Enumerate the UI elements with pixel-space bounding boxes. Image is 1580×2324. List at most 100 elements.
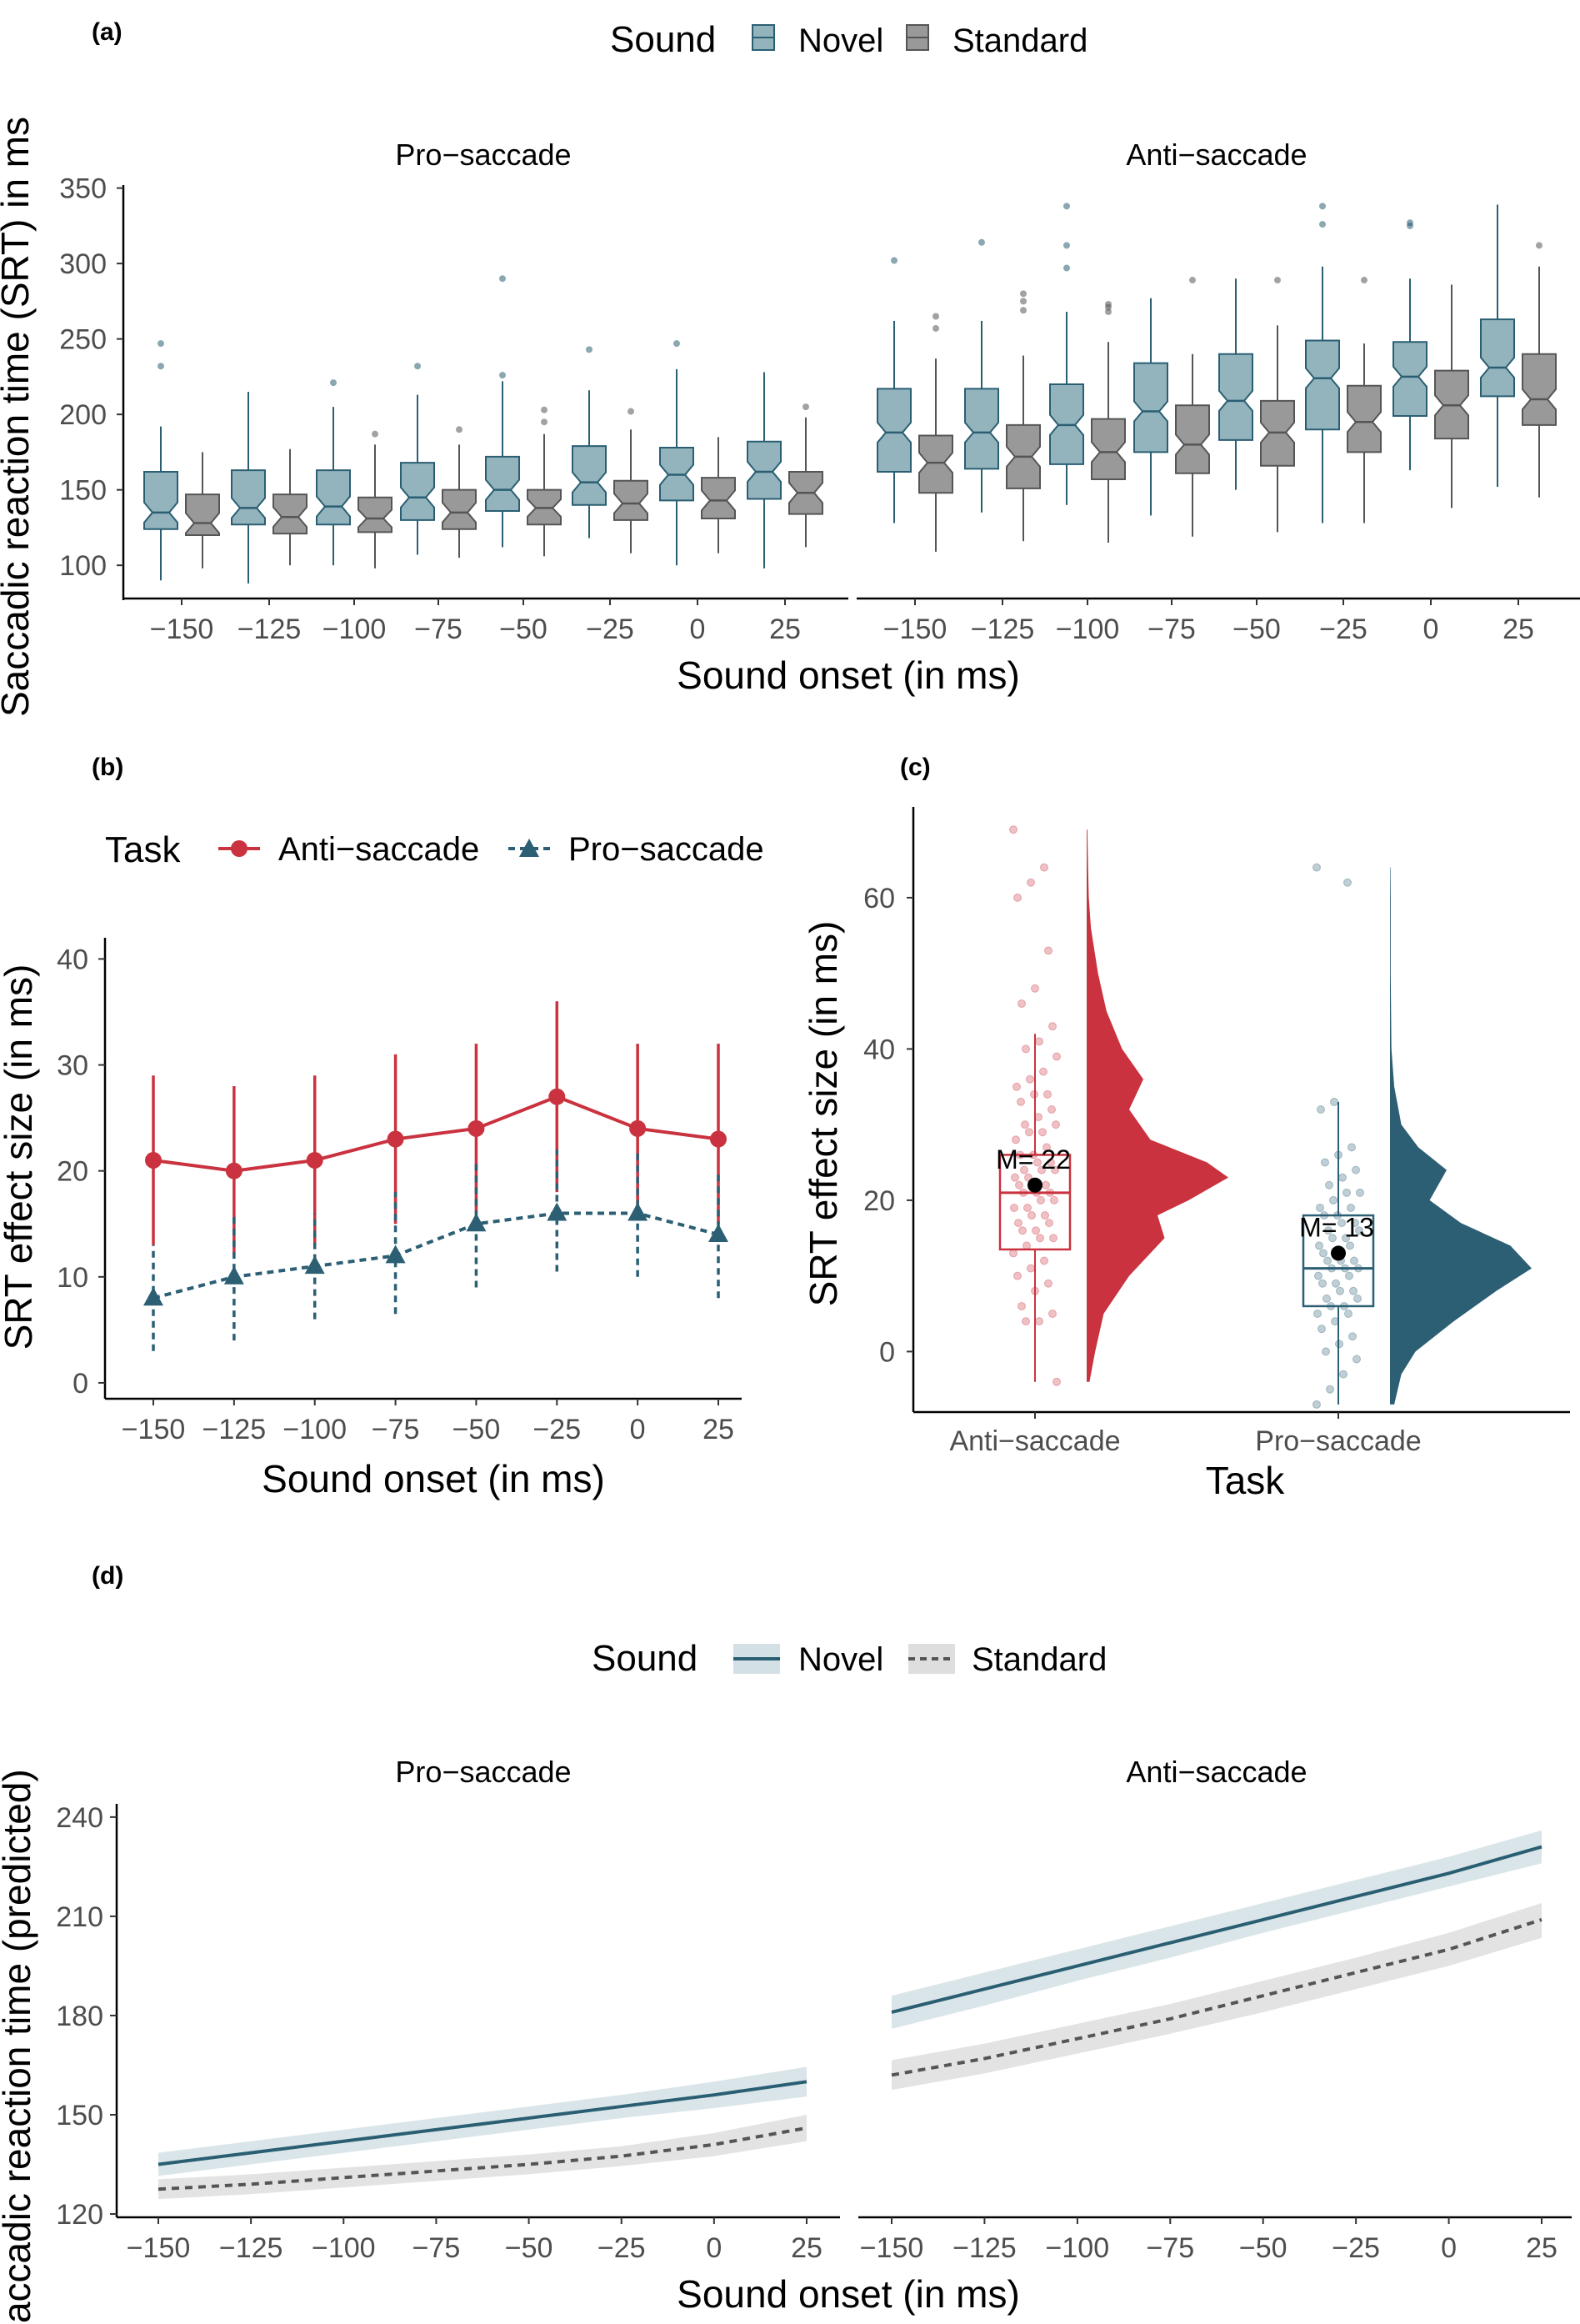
pro-data-point xyxy=(1312,863,1321,872)
pro-saccade-point xyxy=(143,1287,163,1306)
pro-data-point xyxy=(1352,1355,1361,1364)
axis-d-xtick-label: −25 xyxy=(1332,2232,1380,2264)
legend-a: Sound Novel Standard xyxy=(610,19,1088,60)
standard-prediction-line xyxy=(891,1917,1542,2077)
axis-a-xlabel: Sound onset (in ms) xyxy=(677,654,1020,697)
box-notched-body xyxy=(1133,362,1168,453)
box-outlier xyxy=(1407,219,1413,227)
box-notched-body xyxy=(1305,339,1340,431)
panel-d: (d) Sound Novel Standard Pro−saccade Ant… xyxy=(0,1562,1572,2324)
legend-b-anti-label: Anti−saccade xyxy=(278,831,479,868)
axis-d-xtick-label: −125 xyxy=(952,2232,1017,2264)
pro-data-point xyxy=(1318,1325,1326,1334)
box-outlier xyxy=(673,340,680,348)
axis-b-xtick-label: −75 xyxy=(372,1414,420,1445)
pro-data-point xyxy=(1326,1385,1334,1394)
box-outlier xyxy=(499,372,506,379)
box-standard xyxy=(527,406,562,557)
axis-d-xtick-label: 0 xyxy=(1441,2232,1457,2264)
box-outlier xyxy=(978,238,985,246)
legend-b: Task Anti−saccade Pro−saccade xyxy=(105,829,764,870)
pro-data-point xyxy=(1352,1165,1360,1175)
box-outlier xyxy=(932,313,939,320)
panel-b-marks xyxy=(143,1001,728,1351)
panel-c-marks: M= 22 M= 13 xyxy=(996,825,1532,1409)
axis-c-ytick-label: 20 xyxy=(863,1185,895,1217)
box-outlier xyxy=(1274,277,1281,284)
box-standard xyxy=(1175,277,1210,537)
box-notched-body xyxy=(143,470,178,530)
box-outlier xyxy=(586,346,592,353)
axis-a-ytick-label: 250 xyxy=(59,324,107,356)
box-outlier xyxy=(1020,298,1027,305)
anti-data-point xyxy=(1027,1264,1035,1273)
pro-data-point xyxy=(1313,1310,1322,1319)
box-outlier xyxy=(1319,221,1326,228)
legend-b-anti-key-marker xyxy=(231,840,248,857)
axis-d-xtick-label: 25 xyxy=(1526,2232,1558,2264)
box-novel xyxy=(316,379,351,566)
anti-saccade-point xyxy=(548,1088,566,1105)
pro-saccade-point xyxy=(628,1202,648,1221)
pro-data-point xyxy=(1344,1310,1352,1319)
axis-c-ytick-label: 60 xyxy=(863,883,895,914)
box-standard xyxy=(1091,301,1126,543)
pro-data-point xyxy=(1330,1097,1338,1106)
anti-data-point xyxy=(1022,1317,1030,1326)
legend-a-novel-key xyxy=(752,24,775,51)
pro-saccade-point xyxy=(385,1245,406,1264)
axis-a-ytick-label: 350 xyxy=(59,173,107,205)
box-novel xyxy=(1392,219,1428,471)
pro-data-point xyxy=(1346,1241,1354,1250)
axis-c-ylabel: SRT effect size (in ms) xyxy=(802,921,845,1307)
box-outlier xyxy=(1063,264,1070,272)
pro-mean-point xyxy=(1331,1245,1346,1261)
axis-a-xtick-label: 25 xyxy=(769,614,801,645)
box-outlier xyxy=(372,430,378,438)
axis-a-xtick-label: −100 xyxy=(322,614,387,645)
box-outlier xyxy=(1020,290,1027,298)
anti-mean-point xyxy=(1028,1177,1042,1193)
box-outlier xyxy=(1063,242,1070,249)
facet-a-anti-title: Anti−saccade xyxy=(1126,138,1307,172)
axis-a-ytick-label: 100 xyxy=(59,550,107,582)
facet-a-pro-title: Pro−saccade xyxy=(395,138,571,172)
novel-prediction-line xyxy=(891,1845,1542,2014)
pro-data-point xyxy=(1348,1143,1356,1152)
box-outlier xyxy=(891,257,898,264)
box-standard xyxy=(701,437,736,553)
anti-saccade-point xyxy=(629,1119,647,1137)
box-standard xyxy=(442,426,477,558)
panel-c: (c) 0 20 40 60 Anti−saccade Pro−saccade M= 22… xyxy=(802,754,1570,1502)
anti-data-point xyxy=(1052,1120,1060,1129)
box-outlier xyxy=(932,324,939,332)
legend-b-title: Task xyxy=(105,829,181,870)
box-outlier xyxy=(1063,203,1070,210)
legend-a-standard-key xyxy=(906,24,929,51)
anti-saccade-point xyxy=(306,1151,323,1169)
box-notched-body xyxy=(572,445,607,506)
axis-d-xtick-label: 25 xyxy=(791,2232,822,2264)
box-novel xyxy=(1305,203,1340,523)
box-notched-body xyxy=(1522,353,1557,426)
pro-density-half-violin xyxy=(1390,867,1532,1405)
pro-data-point xyxy=(1322,1294,1331,1303)
novel-prediction-line xyxy=(158,2080,808,2166)
box-notched-body xyxy=(747,440,782,500)
axis-a-xtick-label: −125 xyxy=(971,614,1035,645)
box-notched-body xyxy=(1218,353,1253,441)
anti-data-point xyxy=(1018,999,1026,1008)
panel-label-a: (a) xyxy=(92,18,122,46)
box-novel xyxy=(572,346,607,538)
box-notched-body xyxy=(701,477,736,520)
box-notched-body xyxy=(964,388,999,470)
anti-data-point xyxy=(1052,1377,1061,1386)
anti-data-point xyxy=(1014,1219,1022,1228)
anti-data-point xyxy=(1021,1120,1029,1129)
anti-data-point xyxy=(1012,1082,1021,1091)
pro-data-point xyxy=(1325,1180,1333,1190)
axis-d-ytick-label: 210 xyxy=(56,1901,103,1933)
pro-data-point xyxy=(1332,1279,1340,1288)
anti-data-point xyxy=(1009,1249,1018,1258)
